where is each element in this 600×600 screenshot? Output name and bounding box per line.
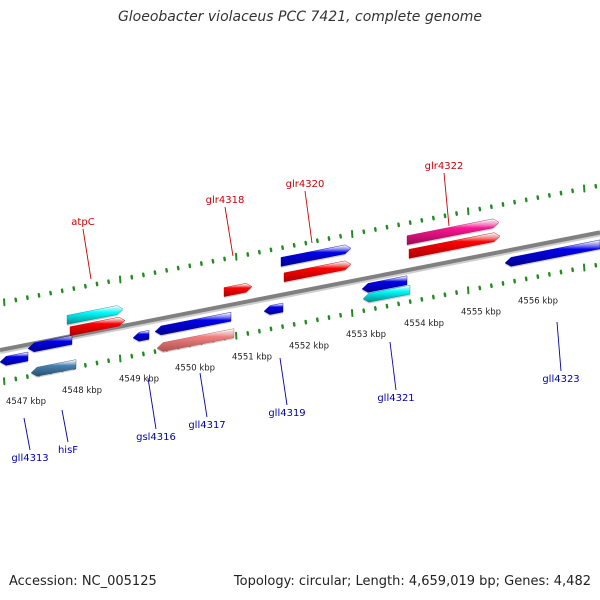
callout-hisF-label[interactable]: hisF (58, 445, 78, 456)
accession-label: Accession: NC_005125 (9, 574, 157, 589)
scale-label: 4550 kbp (175, 364, 215, 374)
callout-gll4321-leader (389, 341, 397, 391)
reverse-gene-9[interactable] (156, 328, 235, 352)
scale-label: 4553 kbp (346, 330, 386, 340)
callout-gll4319-leader (279, 357, 288, 406)
backbone (0, 230, 600, 352)
reverse-gene-10[interactable] (362, 284, 411, 303)
callout-atpC-label[interactable]: atpC (71, 217, 94, 228)
forward-gene-5[interactable] (283, 260, 352, 283)
genome-summary: Topology: circular; Length: 4,659,019 bp… (233, 574, 591, 589)
reverse-gene-4[interactable] (154, 311, 232, 336)
scale-label: 4552 kbp (289, 341, 329, 351)
callout-gll4323-label[interactable]: gll4323 (542, 374, 579, 385)
callout-glr4320-label[interactable]: glr4320 (286, 179, 325, 190)
callout-atpC-leader (82, 228, 92, 280)
callout-gll4317-label[interactable]: gll4317 (188, 420, 225, 431)
reverse-gene-5[interactable] (263, 302, 284, 315)
reverse-gene-8[interactable] (30, 359, 77, 377)
callout-glr4320-leader (304, 190, 313, 244)
forward-gene-4[interactable] (280, 244, 352, 267)
scale-label: 4547 kbp (6, 397, 46, 407)
callout-hisF-leader (61, 409, 69, 443)
forward-gene-1[interactable] (66, 305, 124, 325)
callout-glr4322-label[interactable]: glr4322 (425, 161, 464, 172)
reverse-gene-2[interactable] (27, 335, 73, 353)
scale-label: 4549 kbp (119, 375, 159, 385)
scale-label: 4551 kbp (232, 353, 272, 363)
callout-gll4323-leader (556, 321, 562, 372)
forward-gene-2[interactable] (69, 316, 126, 337)
callout-gll4317-leader (199, 372, 208, 418)
callout-gll4319-label[interactable]: gll4319 (268, 408, 305, 419)
scale-label: 4555 kbp (461, 308, 501, 318)
forward-gene-3[interactable] (223, 283, 253, 297)
reverse-gene-3[interactable] (132, 330, 150, 342)
callout-gll4321-label[interactable]: gll4321 (377, 393, 414, 404)
reverse-gene-1[interactable] (0, 351, 29, 366)
scale-label: 4548 kbp (62, 386, 102, 396)
callout-gsl4316-leader (147, 377, 157, 430)
callout-gll4313-leader (23, 417, 31, 451)
scale-label: 4556 kbp (518, 296, 558, 306)
callout-gll4313-label[interactable]: gll4313 (11, 453, 48, 464)
callout-glr4318-leader (224, 206, 234, 257)
forward-gene-7[interactable] (408, 232, 501, 259)
scale-label: 4554 kbp (404, 319, 444, 329)
callout-gsl4316-label[interactable]: gsl4316 (136, 432, 176, 443)
reverse-gene-7[interactable] (504, 239, 600, 267)
callout-glr4318-label[interactable]: glr4318 (206, 195, 245, 206)
reverse-gene-6[interactable] (361, 275, 408, 293)
map-title: Gloeobacter violaceus PCC 7421, complete… (117, 9, 483, 25)
callout-glr4322-leader (443, 172, 450, 227)
forward-gene-6[interactable] (406, 218, 500, 245)
